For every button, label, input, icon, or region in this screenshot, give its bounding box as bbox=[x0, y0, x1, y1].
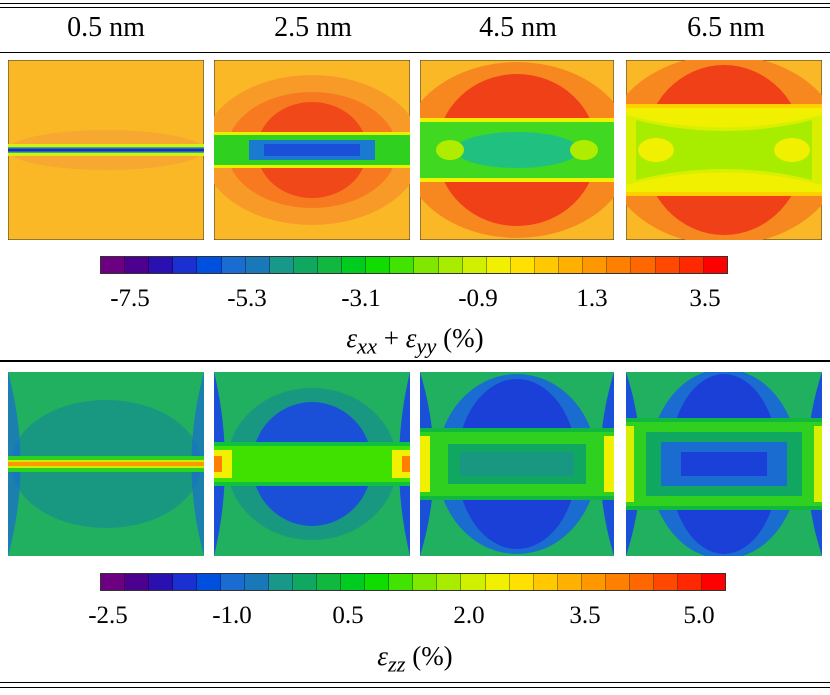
colorbar-swatch bbox=[317, 574, 342, 590]
column-header-3: 4.5 nm bbox=[479, 12, 557, 43]
top-rule-1 bbox=[0, 3, 830, 4]
colorbar-swatch bbox=[149, 574, 174, 590]
colorbar-swatch bbox=[125, 257, 150, 273]
colorbar-top-tick-5: 1.3 bbox=[576, 285, 608, 312]
colorbar-swatch bbox=[653, 574, 678, 590]
colorbar-in-plane-strain bbox=[100, 256, 728, 274]
colorbar-swatch bbox=[317, 257, 343, 273]
header-rule bbox=[0, 52, 830, 53]
colorbar-swatch bbox=[101, 257, 126, 273]
colorbar-bottom-label: εzz (%) bbox=[377, 641, 453, 677]
colorbar-swatch bbox=[293, 257, 318, 273]
colorbar-swatch bbox=[485, 574, 510, 590]
strain-map-zz-4.5nm bbox=[420, 372, 614, 556]
strain-map-xx-yy-2.5nm bbox=[214, 60, 410, 240]
strain-map-xx-yy-4.5nm bbox=[420, 60, 614, 240]
bottom-rule-1 bbox=[0, 682, 830, 683]
colorbar-swatch bbox=[342, 257, 367, 273]
colorbar-swatch bbox=[414, 257, 439, 273]
colorbar-swatch bbox=[605, 574, 630, 590]
colorbar-swatch bbox=[677, 574, 702, 590]
colorbar-swatch bbox=[245, 257, 270, 273]
colorbar-swatch bbox=[679, 257, 704, 273]
column-header-4: 6.5 nm bbox=[687, 12, 765, 43]
strain-map-zz-0.5nm bbox=[8, 372, 204, 556]
colorbar-swatch bbox=[583, 257, 608, 273]
strain-map-xx-yy-0.5nm bbox=[8, 60, 204, 240]
colorbar-swatch bbox=[557, 574, 582, 590]
colorbar-bottom-tick-6: 5.0 bbox=[683, 602, 715, 629]
colorbar-swatch bbox=[703, 257, 727, 273]
colorbar-swatch bbox=[173, 257, 198, 273]
colorbar-swatch bbox=[655, 257, 680, 273]
colorbar-bottom-tick-3: 0.5 bbox=[332, 602, 364, 629]
colorbar-swatch bbox=[629, 574, 654, 590]
colorbar-swatch bbox=[269, 257, 294, 273]
colorbar-top-label: εxx + εyy (%) bbox=[346, 323, 484, 359]
colorbar-top-tick-4: -0.9 bbox=[458, 285, 498, 312]
strain-map-zz-6.5nm bbox=[626, 372, 822, 556]
colorbar-swatch bbox=[438, 257, 463, 273]
colorbar-top-tick-1: -7.5 bbox=[110, 285, 150, 312]
colorbar-swatch bbox=[559, 257, 584, 273]
colorbar-swatch bbox=[197, 257, 222, 273]
colorbar-swatch bbox=[221, 574, 246, 590]
colorbar-swatch bbox=[486, 257, 511, 273]
colorbar-out-of-plane-strain bbox=[100, 573, 726, 591]
colorbar-swatch bbox=[173, 574, 198, 590]
colorbar-swatch bbox=[197, 574, 222, 590]
colorbar-swatch bbox=[221, 257, 246, 273]
colorbar-swatch bbox=[101, 574, 126, 590]
colorbar-top-tick-2: -5.3 bbox=[227, 285, 267, 312]
colorbar-swatch bbox=[461, 574, 486, 590]
column-header-1: 0.5 nm bbox=[67, 12, 145, 43]
colorbar-swatch bbox=[390, 257, 415, 273]
colorbar-bottom-tick-1: -2.5 bbox=[88, 602, 128, 629]
colorbar-swatch bbox=[413, 574, 438, 590]
colorbar-bottom-tick-4: 2.0 bbox=[453, 602, 485, 629]
colorbar-swatch bbox=[341, 574, 366, 590]
colorbar-swatch bbox=[534, 257, 560, 273]
colorbar-swatch bbox=[125, 574, 150, 590]
colorbar-swatch bbox=[365, 574, 390, 590]
colorbar-swatch bbox=[293, 574, 318, 590]
colorbar-swatch bbox=[631, 257, 656, 273]
colorbar-bottom-tick-5: 3.5 bbox=[569, 602, 601, 629]
colorbar-top-tick-3: -3.1 bbox=[341, 285, 381, 312]
colorbar-swatch bbox=[510, 257, 535, 273]
colorbar-top-tick-6: 3.5 bbox=[689, 285, 721, 312]
colorbar-swatch bbox=[607, 257, 632, 273]
column-header-2: 2.5 nm bbox=[274, 12, 352, 43]
strain-map-xx-yy-6.5nm bbox=[626, 60, 822, 240]
colorbar-swatch bbox=[581, 574, 606, 590]
strain-map-zz-2.5nm bbox=[214, 372, 410, 556]
top-rule-2 bbox=[0, 7, 830, 8]
colorbar-swatch bbox=[245, 574, 270, 590]
colorbar-swatch bbox=[533, 574, 558, 590]
colorbar-bottom-tick-2: -1.0 bbox=[212, 602, 252, 629]
colorbar-swatch bbox=[462, 257, 487, 273]
bottom-rule-2 bbox=[0, 687, 830, 688]
colorbar-swatch bbox=[366, 257, 391, 273]
colorbar-swatch bbox=[701, 574, 725, 590]
colorbar-swatch bbox=[269, 574, 294, 590]
middle-rule bbox=[0, 360, 830, 362]
colorbar-swatch bbox=[149, 257, 174, 273]
colorbar-swatch bbox=[509, 574, 534, 590]
colorbar-swatch bbox=[437, 574, 462, 590]
colorbar-swatch bbox=[389, 574, 414, 590]
